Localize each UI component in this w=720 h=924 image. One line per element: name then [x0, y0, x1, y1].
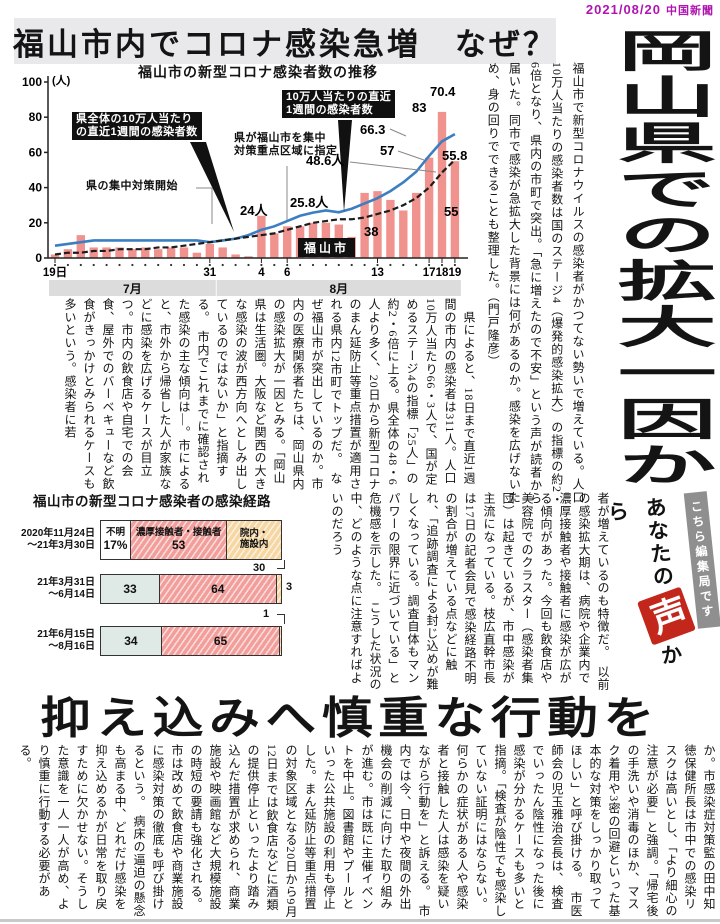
- route-chart-bracket: [277, 560, 285, 569]
- route-chart-bracket: [277, 614, 285, 624]
- chart-annotation-pref-weekly-label: 県全体の10万人当たり の直近1週間の感染者数: [72, 112, 202, 141]
- newspaper-name: 中国新聞: [666, 5, 714, 17]
- svg-text:19: 19: [449, 267, 462, 279]
- route-chart-row: 2020年11月24日 ～21年3月30日 不明 17% 濃厚接触者・接触者 53 院内・ …: [12, 520, 292, 560]
- svg-text:13: 13: [371, 267, 384, 279]
- route-chart-row: 21年3月31日 ～6月14日 33 64: [12, 574, 292, 604]
- lead-paragraph: 福山市で新型コロナウイルスの感染者がかつてない勢いで増えている。人口10万人当た…: [486, 62, 585, 506]
- chart-annotation-val-70-4: 70.4: [430, 84, 456, 99]
- route-segment-contact: 65: [161, 626, 281, 656]
- chart-annotation-val-66-3: 66.3: [360, 122, 386, 137]
- svg-text:4: 4: [258, 267, 265, 279]
- article-body-2: 者が増えているのも特徴だ。 以前の感染拡大期は、病院や企業内で濃厚接触者や接触者…: [330, 492, 610, 691]
- chart-annotation-val-38: 38: [364, 224, 379, 239]
- voice-logo-accent: 声: [636, 586, 696, 646]
- route-segment-facility: [280, 626, 282, 656]
- chart-annotation-val-55-8: 55.8: [442, 148, 468, 163]
- chart-annotation-designation-note: 県が福山市を集中 対策重点区域に指定: [234, 132, 338, 158]
- route-chart-external-value: 3: [286, 581, 293, 593]
- route-chart-bar: 34 65: [100, 626, 282, 656]
- infection-route-chart: 福山市の新型コロナ感染者の感染経路 2020年11月24日 ～21年3月30日 不明…: [12, 490, 292, 664]
- trend-chart-title: 福山市の新型コロナ感染者数の推移: [138, 64, 378, 80]
- route-chart-title: 福山市の新型コロナ感染者の感染経路: [33, 494, 271, 509]
- route-chart-bar: 33 64: [100, 574, 282, 604]
- svg-text:7月: 7月: [123, 282, 142, 296]
- svg-text:0: 0: [35, 251, 42, 265]
- route-segment-facility: 院内・ 施設内: [227, 520, 282, 560]
- svg-text:20: 20: [29, 216, 43, 230]
- svg-text:60: 60: [29, 145, 43, 159]
- route-chart-external-value: 30: [253, 562, 266, 574]
- svg-text:31: 31: [203, 267, 216, 279]
- svg-text:8月: 8月: [329, 282, 348, 296]
- route-segment-contact: 濃厚接触者・接触者 53: [130, 520, 228, 560]
- svg-text:40: 40: [29, 181, 43, 195]
- chart-annotation-city-weekly-label: 10万人当たりの直近 1週間の感染者数: [282, 90, 396, 119]
- trend-chart-svg: 7月 8月 0 20 40 60 80 100 (人) 19日 31 4 6 13 17 18 19: [22, 73, 468, 296]
- svg-text:18: 18: [436, 267, 449, 279]
- route-chart-external-value: 1: [263, 608, 270, 620]
- voice-logo: こちら編集局です あなたの声から: [603, 489, 720, 677]
- chart-annotation-val-83: 83: [412, 100, 427, 115]
- route-chart-period: 2020年11月24日 ～21年3月30日: [21, 527, 95, 552]
- svg-text:(人): (人): [52, 73, 71, 87]
- route-chart-period: 21年3月31日 ～6月14日: [37, 576, 95, 601]
- voice-logo-banner: こちら編集局です: [683, 491, 720, 629]
- main-vertical-headline-text: 岡山県での拡大一因か: [602, 28, 713, 488]
- svg-text:100: 100: [22, 75, 42, 89]
- route-segment-contact: 64: [160, 574, 277, 604]
- chart-annotation-val-55: 55: [444, 204, 459, 219]
- route-chart-period: 21年6月15日 ～8月16日: [37, 628, 95, 653]
- chart-annotation-val-57: 57: [380, 143, 395, 158]
- voice-logo-line1: あなたの: [641, 495, 676, 590]
- chart-annotation-val-25-8: 25.8人: [290, 195, 329, 210]
- covid-trend-chart: 福山市の新型コロナ感染者数の推移 7月 8月 0 20 40 60 80 100 (人) 19日 3…: [10, 62, 476, 296]
- publication-date: 2021/08/20: [585, 2, 661, 17]
- top-headline: 福山市内でコロナ感染急増 なぜ？: [13, 18, 556, 64]
- article-body-bottom: か。市感染症対策監の田中知徳保健所長は市中での感染リスクは高いとし、「より細心の…: [18, 744, 716, 918]
- route-chart-row: 21年6月15日 ～8月16日 34 65: [12, 626, 292, 656]
- chart-annotation-val-48-6: 48.6人: [306, 153, 345, 168]
- chart-annotation-fukuyama-label: 福山市: [298, 238, 356, 257]
- route-segment-unknown: 不明 17%: [100, 520, 131, 560]
- svg-text:80: 80: [29, 110, 43, 124]
- svg-text:19日: 19日: [43, 266, 67, 279]
- chart-annotation-val-24: 24人: [240, 203, 268, 218]
- route-chart-rows: 2020年11月24日 ～21年3月30日 不明 17% 濃厚接触者・接触者 53 院内・ …: [12, 516, 292, 662]
- route-segment-facility: [276, 574, 282, 604]
- route-segment-unknown: 34: [100, 626, 162, 656]
- route-chart-bar: 不明 17% 濃厚接触者・接触者 53 院内・ 施設内: [100, 520, 282, 560]
- route-segment-unknown: 33: [100, 574, 161, 604]
- main-vertical-headline: 岡山県での拡大一因か: [594, 28, 718, 494]
- svg-text:6: 6: [284, 267, 290, 279]
- publication-date-line: 2021/08/20 中国新聞: [586, 2, 714, 18]
- chart-annotation-measures-start-note: 県の集中対策開始: [86, 180, 178, 192]
- voice-logo-main: あなたの声から: [601, 494, 696, 677]
- svg-text:17: 17: [423, 267, 436, 279]
- article-body-1: 県によると、18日まで直近1週間の市内の感染者は311人。人口10万人当たり66…: [63, 298, 476, 491]
- bottom-divider: [0, 919, 720, 922]
- bottom-headline: 抑え込みへ慎重な行動を: [40, 694, 660, 743]
